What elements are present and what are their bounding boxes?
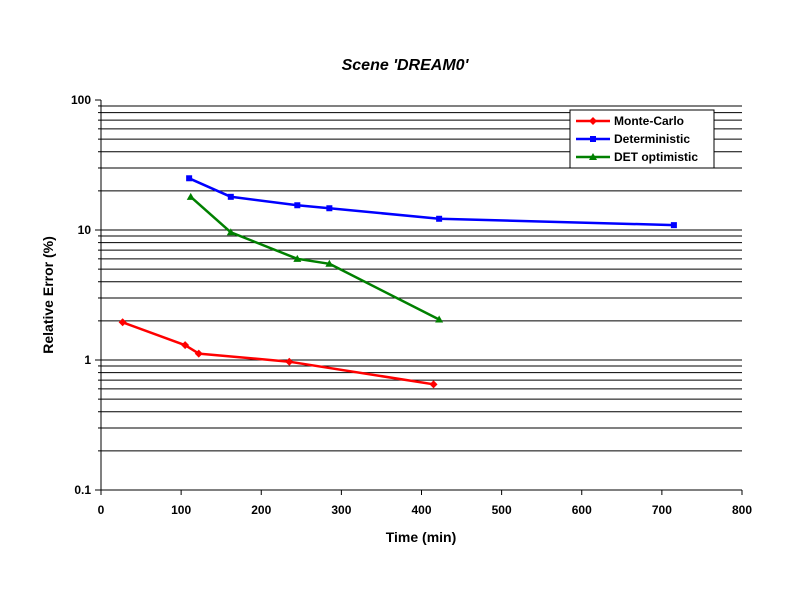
data-point	[118, 318, 127, 327]
data-point	[194, 349, 203, 358]
data-point	[186, 175, 193, 182]
y-axis: 0.1 1 10 100	[71, 93, 102, 497]
y-tick-label: 10	[78, 223, 92, 237]
data-point	[325, 259, 334, 267]
series-line	[188, 177, 674, 227]
data-point	[226, 228, 235, 236]
data-point	[227, 193, 234, 200]
x-tick-label: 600	[572, 503, 592, 517]
y-tick-label: 0.1	[74, 483, 91, 497]
data-point	[435, 315, 444, 323]
data-point	[590, 136, 596, 142]
x-tick-label: 400	[411, 503, 431, 517]
y-tick-label: 100	[71, 93, 91, 107]
series-monte-carlo	[118, 318, 438, 389]
data-point	[294, 202, 301, 209]
data-point	[285, 357, 294, 366]
x-axis: 0 100 200 300 400 500 600 700 800	[98, 489, 752, 517]
legend-label: DET optimistic	[614, 150, 698, 164]
data-point	[181, 341, 190, 350]
legend: Monte-Carlo Deterministic DET optimistic	[569, 109, 715, 169]
series-deterministic	[186, 175, 677, 229]
x-tick-label: 200	[251, 503, 271, 517]
data-point	[293, 254, 302, 262]
y-axis-label: Relative Error (%)	[40, 236, 56, 353]
x-axis-label: Time (min)	[386, 529, 457, 545]
x-tick-label: 0	[98, 503, 105, 517]
data-point	[589, 153, 597, 160]
legend-label: Monte-Carlo	[614, 114, 684, 128]
chart-title: Scene 'DREAM0'	[342, 57, 470, 74]
data-point	[429, 380, 438, 389]
x-tick-label: 100	[171, 503, 191, 517]
series-layer	[118, 175, 677, 389]
data-point	[670, 222, 677, 229]
legend-item: Monte-Carlo	[576, 114, 684, 128]
data-point	[589, 117, 597, 125]
data-point	[186, 192, 195, 200]
legend-label: Deterministic	[614, 132, 690, 146]
legend-item: DET optimistic	[576, 150, 698, 164]
series-det-optimistic	[186, 192, 444, 323]
y-tick-label: 1	[84, 353, 91, 367]
data-point	[436, 215, 443, 222]
legend-item: Deterministic	[576, 132, 690, 146]
data-point	[326, 205, 333, 212]
x-tick-label: 300	[331, 503, 351, 517]
x-tick-label: 800	[732, 503, 752, 517]
x-tick-label: 700	[652, 503, 672, 517]
x-tick-label: 500	[492, 503, 512, 517]
